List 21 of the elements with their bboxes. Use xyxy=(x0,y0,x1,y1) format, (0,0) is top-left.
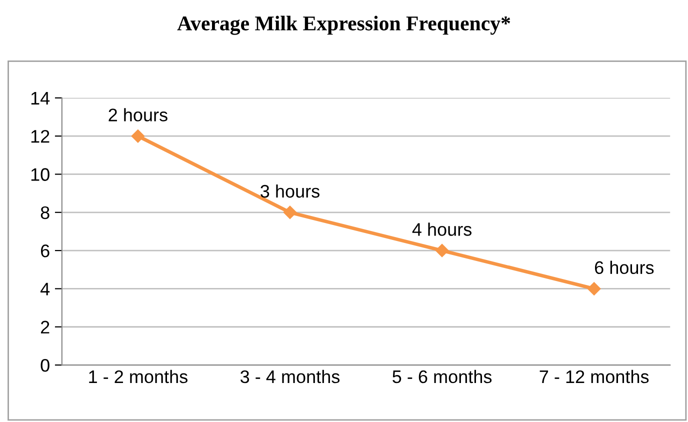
annotation: 3 hours xyxy=(260,184,320,198)
annotation: 4 hours xyxy=(412,222,472,236)
y-tick-label: 12 xyxy=(31,130,50,143)
point xyxy=(588,282,601,296)
point xyxy=(283,206,297,219)
x-tick-label: 3 - 4 months xyxy=(240,370,340,384)
y-tick-label: 10 xyxy=(31,168,50,181)
y-tick-label: 2 xyxy=(40,320,50,334)
y-tick-label: 14 xyxy=(31,92,50,104)
y-tick-label: 0 xyxy=(40,358,50,372)
x-tick-label: 5 - 6 months xyxy=(392,370,492,384)
y-tick-label: 4 xyxy=(40,282,50,296)
point xyxy=(435,244,449,258)
x-tick-label: 1 - 2 months xyxy=(89,370,188,384)
annotation: 6 hours xyxy=(595,260,654,274)
y-tick-label: 8 xyxy=(40,206,50,220)
point xyxy=(131,129,145,143)
chart-title: Average Milk Expression Frequency* xyxy=(177,16,510,35)
y-tick-label: 6 xyxy=(40,244,50,258)
x-tick-label: 7 - 12 months xyxy=(540,370,649,384)
annotation: 2 hours xyxy=(108,108,168,122)
